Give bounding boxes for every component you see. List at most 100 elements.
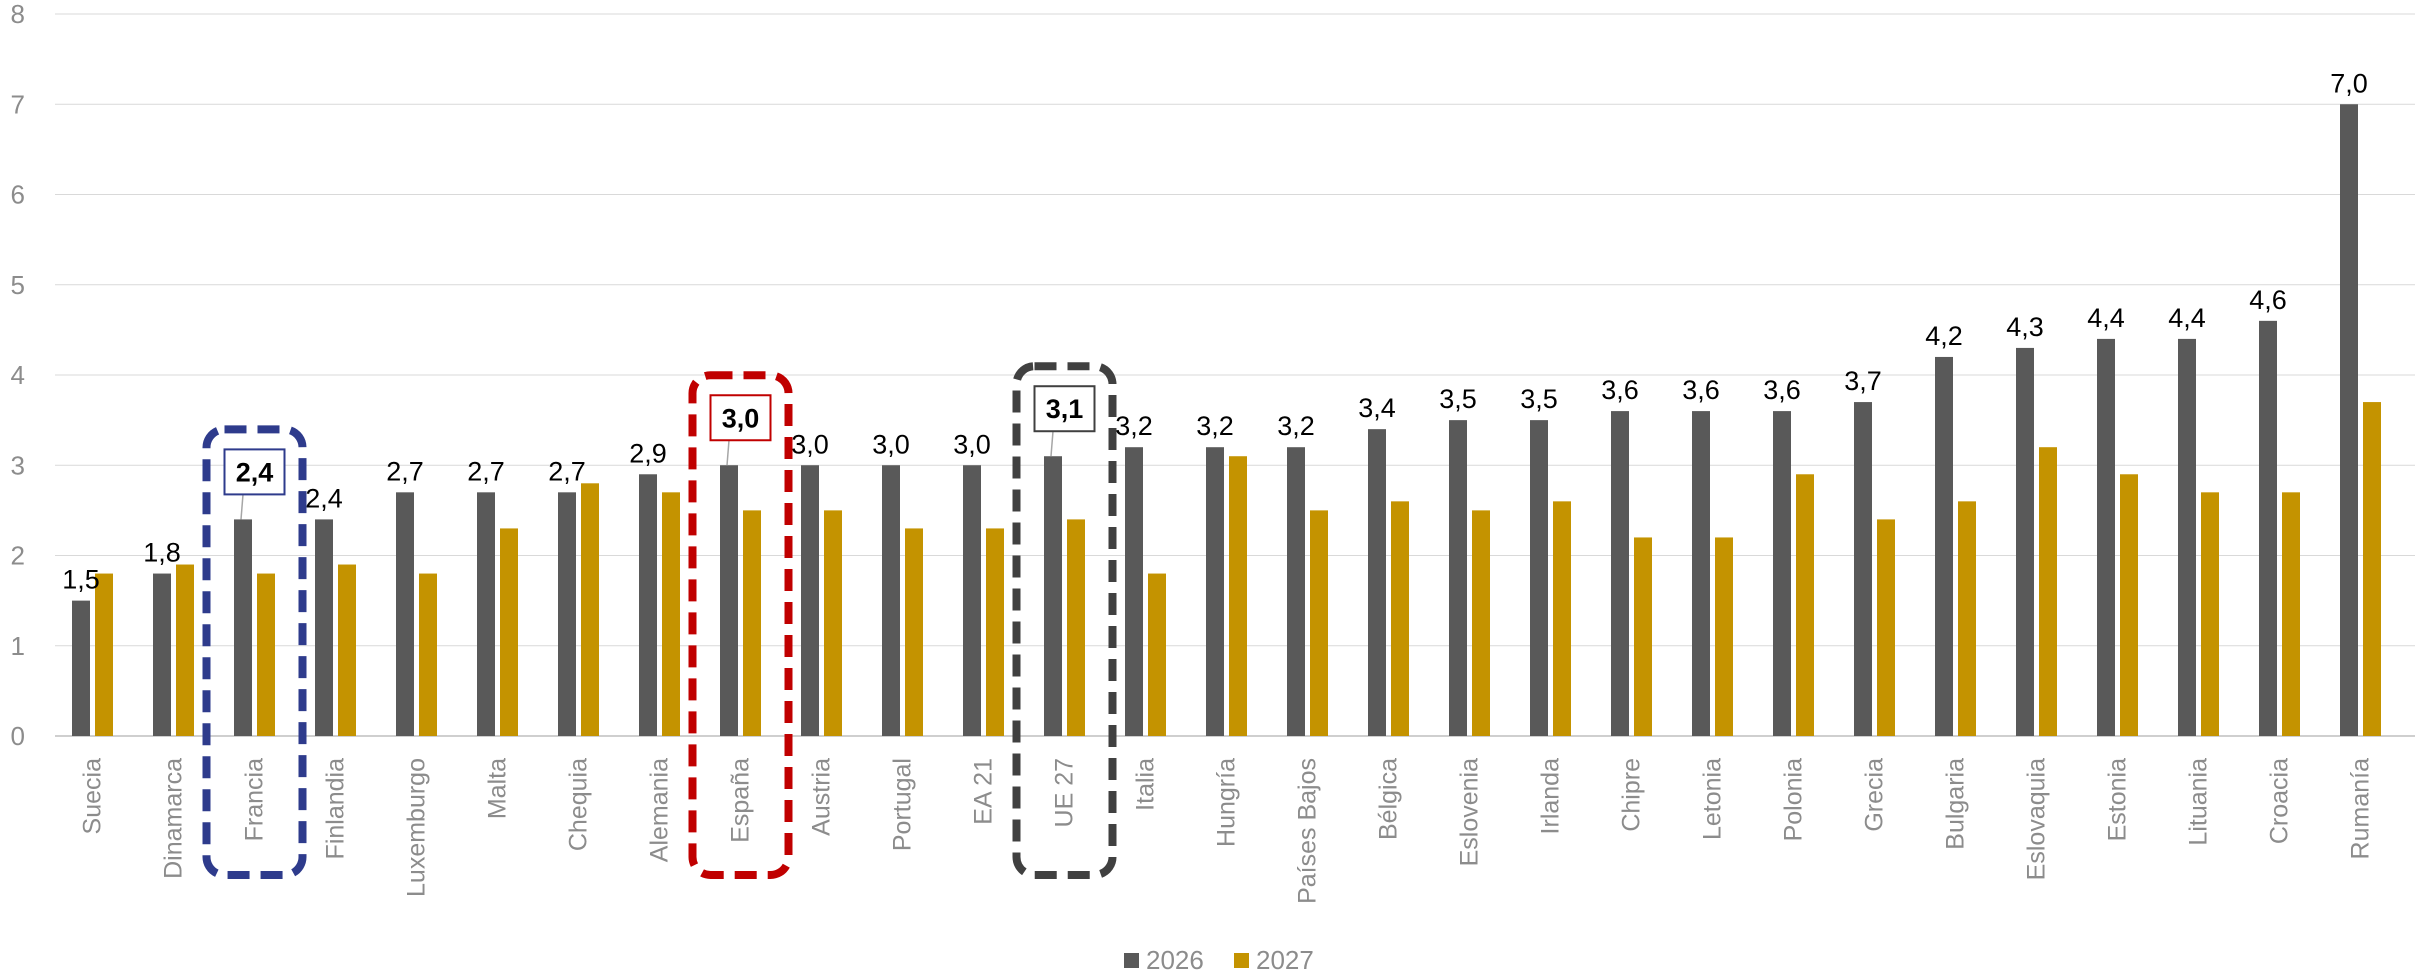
x-tick-label: Suecia (79, 758, 107, 835)
bar-2027 (1553, 501, 1571, 736)
bar-2026 (2178, 338, 2196, 736)
data-label-2026: 4,3 (2006, 312, 2044, 342)
bar-2026 (1854, 402, 1872, 736)
y-tick-label: 8 (11, 0, 25, 29)
bar-2026 (153, 573, 171, 736)
x-tick-label: Letonia (1699, 758, 1727, 840)
legend: 2026 2027 (1124, 945, 1314, 975)
callout-box (1033, 385, 1096, 433)
bar-2027 (662, 492, 680, 736)
bar-2027 (1229, 456, 1247, 736)
bar-2027 (1148, 573, 1166, 736)
y-tick-label: 0 (11, 721, 25, 751)
data-label-2026: 3,6 (1601, 375, 1639, 405)
bar-2027 (824, 510, 842, 736)
bar-2027 (2282, 492, 2300, 736)
bar-2027 (1067, 519, 1085, 736)
x-tick-label: Dinamarca (160, 758, 188, 879)
data-label-2026: 3,7 (1844, 366, 1882, 396)
x-tick-label: Países Bajos (1294, 758, 1322, 904)
bar-2026 (720, 465, 738, 736)
x-tick-label: Hungría (1213, 758, 1241, 847)
bar-2026 (1611, 411, 1629, 736)
bar-2026 (2259, 320, 2277, 736)
x-tick-label: Francia (241, 758, 269, 841)
bar-2027 (1715, 537, 1733, 736)
data-label-2026: 4,6 (2249, 285, 2287, 315)
legend-swatch (1124, 953, 1139, 968)
bar-2026 (2097, 338, 2115, 736)
data-label-2026: 3,4 (1358, 393, 1396, 423)
bar-2027 (2201, 492, 2219, 736)
data-label-2026: 2,7 (467, 456, 505, 486)
bar-2027 (2363, 402, 2381, 736)
bar-2026 (963, 465, 981, 736)
data-label-2026: 3,6 (1763, 375, 1801, 405)
highlight-frame (688, 371, 793, 879)
bar-2027 (1877, 519, 1895, 736)
data-label-2026: 2,4 (305, 483, 343, 513)
bar-2027 (2120, 474, 2138, 736)
x-tick-label: Bélgica (1375, 758, 1403, 840)
data-label-2026: 4,4 (2168, 303, 2206, 333)
x-tick-label: Chipre (1618, 758, 1646, 832)
bar-2026 (1449, 420, 1467, 736)
callout-box (709, 394, 772, 442)
bar-2027 (743, 510, 761, 736)
bar-2026 (1125, 447, 1143, 736)
bar-2027 (1634, 537, 1652, 736)
bar-2026 (2016, 347, 2034, 736)
bar-2026 (1935, 356, 1953, 736)
bar-2026 (1530, 420, 1548, 736)
bar-2026 (1692, 411, 1710, 736)
bars (72, 104, 2381, 736)
data-label-2026-highlight: 3,1 (1046, 394, 1084, 424)
data-label-2026: 2,9 (629, 438, 667, 468)
legend-label: 2027 (1256, 945, 1314, 975)
data-label-2026-highlight: 3,0 (722, 403, 760, 433)
y-tick-label: 7 (11, 89, 25, 119)
data-label-2026: 2,7 (548, 456, 586, 486)
y-tick-label: 2 (11, 541, 25, 571)
callout-box (223, 448, 286, 496)
data-label-2026: 1,5 (62, 565, 100, 595)
callout-leader (726, 440, 730, 466)
x-tick-label: Austria (808, 758, 836, 836)
bar-2026 (558, 492, 576, 736)
bar-2027 (581, 483, 599, 736)
y-tick-label: 1 (11, 631, 25, 661)
data-label-2026: 3,0 (791, 429, 829, 459)
legend-swatch (1234, 953, 1249, 968)
data-label-2026: 3,6 (1682, 375, 1720, 405)
bar-2026 (1287, 447, 1305, 736)
bar-2027 (338, 564, 356, 736)
y-tick-label: 5 (11, 270, 25, 300)
x-tick-label: Alemania (646, 758, 674, 862)
x-tick-label: Finlandia (322, 758, 350, 860)
bar-2026 (477, 492, 495, 736)
bar-2027 (419, 573, 437, 736)
bar-2026 (315, 519, 333, 736)
bar-2027 (986, 528, 1004, 736)
x-tick-label: Eslovenia (1456, 758, 1484, 866)
x-tick-label: Lituania (2185, 758, 2213, 846)
callout-leader (240, 494, 244, 520)
highlight-boxes: 2,4 3,0 3,1 (202, 362, 1117, 879)
data-label-2026: 3,2 (1277, 411, 1315, 441)
bar-2026 (234, 519, 252, 736)
bar-2027 (500, 528, 518, 736)
x-tick-label: Polonia (1780, 758, 1808, 841)
data-label-2026: 4,4 (2087, 303, 2125, 333)
x-tick-label: Eslovaquia (2023, 758, 2051, 880)
bar-2027 (1310, 510, 1328, 736)
y-axis: 0 1 2 3 4 5 6 7 8 (11, 0, 25, 751)
bar-2026 (1206, 447, 1224, 736)
bar-2027 (1391, 501, 1409, 736)
bar-2027 (1958, 501, 1976, 736)
bar-2027 (257, 573, 275, 736)
data-label-2026-highlight: 2,4 (236, 457, 274, 487)
x-tick-label: Chequia (565, 758, 593, 851)
x-tick-label: Bulgaria (1942, 758, 1970, 850)
data-label-2026: 3,5 (1439, 384, 1477, 414)
